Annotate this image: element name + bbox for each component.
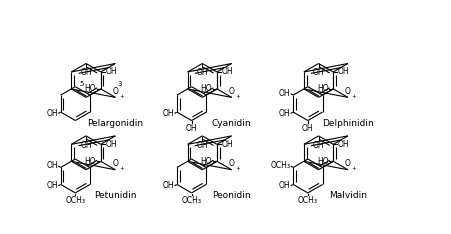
Text: OH: OH xyxy=(105,67,117,77)
Text: O: O xyxy=(112,159,118,168)
Text: OH: OH xyxy=(105,140,117,149)
Text: OCH₃: OCH₃ xyxy=(65,196,85,205)
Text: OH: OH xyxy=(337,67,349,77)
Text: OH: OH xyxy=(162,109,174,118)
Text: OH: OH xyxy=(312,68,324,77)
Text: OH: OH xyxy=(46,161,58,170)
Text: Malvidin: Malvidin xyxy=(328,191,366,200)
Text: OH: OH xyxy=(278,89,290,98)
Text: +: + xyxy=(351,166,356,171)
Text: Pelargonidin: Pelargonidin xyxy=(87,119,143,128)
Text: HO: HO xyxy=(84,84,96,93)
Text: O: O xyxy=(344,159,350,168)
Text: OH: OH xyxy=(80,140,92,150)
Text: OH: OH xyxy=(46,182,58,190)
Text: OH: OH xyxy=(162,182,174,190)
Text: OH: OH xyxy=(80,68,92,77)
Text: O: O xyxy=(228,159,234,168)
Text: OH: OH xyxy=(301,124,313,133)
Text: OH: OH xyxy=(337,140,349,149)
Text: +: + xyxy=(119,94,124,99)
Text: HO: HO xyxy=(316,84,328,93)
Text: 5: 5 xyxy=(79,80,83,87)
Text: 3: 3 xyxy=(118,80,122,87)
Text: OH: OH xyxy=(185,124,197,133)
Text: Petunidin: Petunidin xyxy=(94,191,136,200)
Text: Peonidin: Peonidin xyxy=(212,191,250,200)
Text: OH: OH xyxy=(278,109,290,118)
Text: HO: HO xyxy=(200,157,212,166)
Text: +: + xyxy=(351,94,356,99)
Text: +: + xyxy=(235,166,240,171)
Text: OH: OH xyxy=(196,68,207,77)
Text: OH: OH xyxy=(221,140,233,149)
Text: O: O xyxy=(228,87,234,96)
Text: OH: OH xyxy=(312,140,324,150)
Text: OH: OH xyxy=(196,140,207,150)
Text: OCH₃: OCH₃ xyxy=(181,196,201,205)
Text: OCH₃: OCH₃ xyxy=(297,196,317,205)
Text: +: + xyxy=(119,166,124,171)
Text: OCH₃: OCH₃ xyxy=(270,161,290,170)
Text: Cyanidin: Cyanidin xyxy=(212,119,251,128)
Text: OH: OH xyxy=(278,182,290,190)
Text: HO: HO xyxy=(200,84,212,93)
Text: O: O xyxy=(112,87,118,96)
Text: +: + xyxy=(235,94,240,99)
Text: HO: HO xyxy=(84,157,96,166)
Text: O: O xyxy=(344,87,350,96)
Text: OH: OH xyxy=(221,67,233,77)
Text: HO: HO xyxy=(316,157,328,166)
Text: Delphinidin: Delphinidin xyxy=(321,119,373,128)
Text: OH: OH xyxy=(46,109,58,118)
